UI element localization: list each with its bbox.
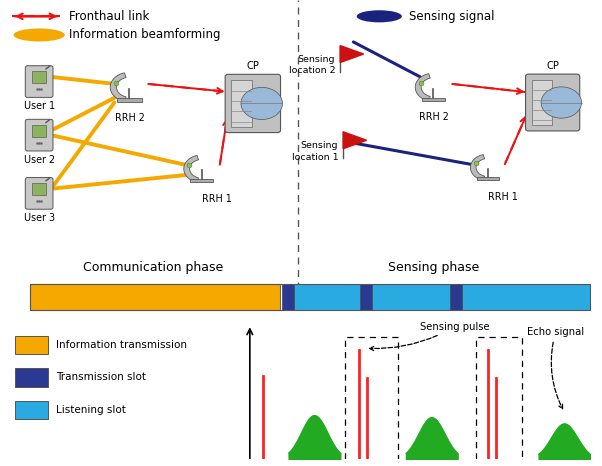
- Bar: [231, 80, 252, 126]
- Wedge shape: [110, 73, 126, 102]
- Text: Communication phase: Communication phase: [84, 261, 223, 274]
- Text: Echo signal: Echo signal: [527, 327, 584, 409]
- Circle shape: [241, 88, 282, 119]
- Bar: [282, 284, 294, 310]
- Bar: [30, 284, 280, 310]
- Bar: [462, 284, 590, 310]
- FancyBboxPatch shape: [526, 74, 580, 131]
- Bar: [294, 284, 360, 310]
- Wedge shape: [415, 74, 430, 101]
- Bar: [360, 284, 372, 310]
- Wedge shape: [184, 156, 199, 182]
- Bar: [30, 284, 590, 310]
- Bar: [15, 368, 48, 387]
- Bar: [450, 284, 462, 310]
- FancyBboxPatch shape: [225, 74, 281, 132]
- Text: Information beamforming: Information beamforming: [69, 28, 221, 41]
- Text: Information transmission: Information transmission: [56, 340, 187, 350]
- Text: Sensing phase: Sensing phase: [388, 261, 479, 274]
- FancyBboxPatch shape: [25, 66, 53, 97]
- Text: Sensing signal: Sensing signal: [409, 10, 495, 23]
- Polygon shape: [340, 46, 364, 62]
- Polygon shape: [343, 132, 367, 149]
- Text: RRH 2: RRH 2: [418, 112, 448, 122]
- Text: Listening slot: Listening slot: [56, 405, 126, 415]
- Text: CP: CP: [246, 61, 259, 71]
- Text: Sensing
location 1: Sensing location 1: [292, 141, 338, 162]
- Bar: [15, 336, 48, 354]
- Ellipse shape: [14, 28, 65, 41]
- Bar: [117, 98, 141, 102]
- Ellipse shape: [356, 10, 402, 22]
- Bar: [32, 71, 46, 83]
- Bar: [372, 284, 450, 310]
- FancyBboxPatch shape: [25, 119, 53, 151]
- Bar: [32, 183, 46, 195]
- Text: User 1: User 1: [23, 101, 55, 111]
- Circle shape: [541, 87, 582, 118]
- Text: CP: CP: [546, 61, 559, 71]
- Text: Sensing
location 2: Sensing location 2: [289, 55, 335, 75]
- Text: RRH 2: RRH 2: [114, 113, 144, 123]
- Text: Sensing pulse: Sensing pulse: [370, 322, 489, 350]
- Text: Transmission slot: Transmission slot: [56, 372, 146, 383]
- Bar: [422, 98, 445, 101]
- Text: RRH 1: RRH 1: [202, 194, 232, 204]
- Bar: [532, 80, 552, 125]
- Text: User 2: User 2: [23, 155, 55, 164]
- Text: Fronthaul link: Fronthaul link: [69, 10, 150, 23]
- Wedge shape: [470, 155, 485, 180]
- Bar: [15, 401, 48, 419]
- Bar: [32, 125, 46, 137]
- Text: User 3: User 3: [23, 213, 55, 223]
- Bar: [477, 178, 498, 180]
- FancyBboxPatch shape: [25, 178, 53, 209]
- Bar: [190, 179, 213, 182]
- Text: RRH 1: RRH 1: [488, 192, 518, 202]
